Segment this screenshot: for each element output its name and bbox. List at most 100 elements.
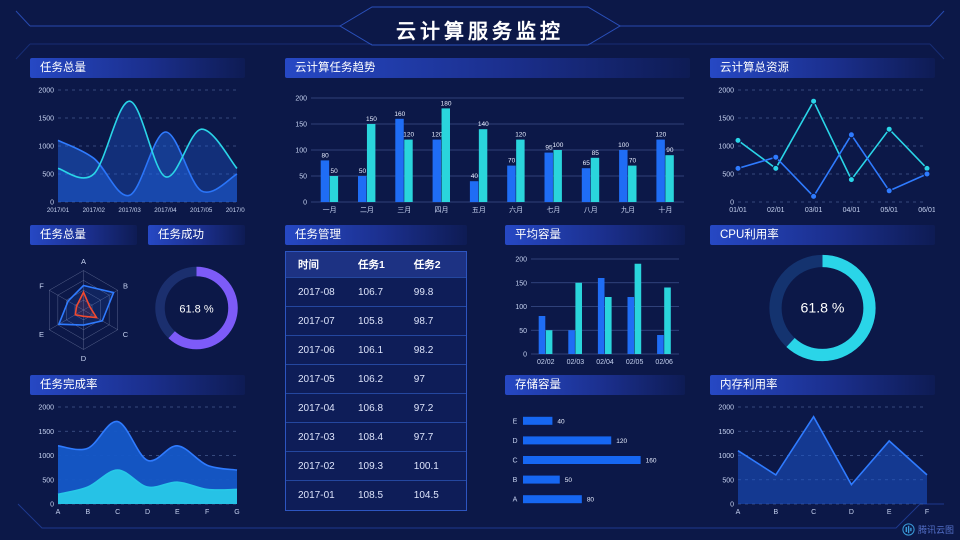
panel-title-cpu-usage: CPU利用率 <box>710 225 935 245</box>
mem-usage-line-chart[interactable]: 0 500 1000 1500 2000 A B C D E F <box>710 399 935 517</box>
panel-task-completion: 任务完成率 0 500 1000 1500 2000 A B C D E F G <box>30 375 245 517</box>
svg-text:02/06: 02/06 <box>655 359 673 366</box>
cloud-resource-line-chart[interactable]: 0 500 1000 1500 2000 01/01 02/01 03/01 04/01 05/0… <box>710 82 935 215</box>
panel-cpu-usage: CPU利用率 61.8 % <box>710 225 935 367</box>
cpu-usage-gauge[interactable]: 61.8 % <box>710 249 935 367</box>
table-cell: 105.8 <box>358 315 384 327</box>
table-row[interactable]: 2017-07 105.8 98.7 <box>286 307 466 336</box>
svg-text:二月: 二月 <box>360 206 374 214</box>
panel-storage: 存储容量 E 40 D 120 C 160 B 50 A 80 <box>505 375 685 517</box>
svg-text:C: C <box>811 509 816 516</box>
storage-hbar-chart[interactable]: E 40 D 120 C 160 B 50 A 80 <box>505 399 685 517</box>
avg-capacity-bar-chart[interactable]: 0 50 100 150 200 02/02 02/03 02/04 02/05 02/06 <box>505 249 685 367</box>
table-cell: 104.5 <box>413 490 439 501</box>
table-cell: 97.7 <box>413 431 434 443</box>
table-row[interactable]: 2017-01 108.5 104.5 <box>286 481 466 510</box>
svg-text:A: A <box>513 497 518 504</box>
svg-text:B: B <box>123 281 128 290</box>
table-header-cell: 任务2 <box>413 259 441 271</box>
table-cell: 2017-06 <box>298 344 335 356</box>
table-row[interactable]: 2017-08 106.7 99.8 <box>286 278 466 307</box>
svg-text:八月: 八月 <box>584 206 598 214</box>
task-trend-bar-chart[interactable]: 0 50 100 150 200 一月 二月 三月 四月 五月 六月 七月 八月 九月 十月 80 50 160 1… <box>285 82 690 215</box>
svg-text:C: C <box>115 509 120 516</box>
table-cell: 108.4 <box>358 431 384 443</box>
table-cell: 2017-08 <box>298 286 335 298</box>
svg-text:70: 70 <box>629 158 637 165</box>
task-success-gauge[interactable]: 61.8 % <box>148 249 245 367</box>
page-title: 云计算服务监控 <box>396 21 564 43</box>
panel-title-avg-capacity: 平均容量 <box>505 225 685 245</box>
svg-text:120: 120 <box>515 132 526 139</box>
svg-text:80: 80 <box>587 497 595 504</box>
svg-text:七月: 七月 <box>546 205 560 214</box>
panel-title-task-completion: 任务完成率 <box>30 375 245 395</box>
svg-text:100: 100 <box>295 148 307 155</box>
svg-text:03/01: 03/01 <box>805 207 823 214</box>
panel-title-storage: 存储容量 <box>505 375 685 395</box>
table-cell: 97.2 <box>413 402 434 414</box>
task-radar-chart[interactable]: A B C D E F <box>30 249 137 367</box>
svg-text:A: A <box>56 509 61 516</box>
svg-text:1000: 1000 <box>38 453 54 460</box>
task-completion-area-chart[interactable]: 0 500 1000 1500 2000 A B C D E F G <box>30 399 245 517</box>
svg-text:2000: 2000 <box>38 88 54 95</box>
table-cell: 106.1 <box>358 344 384 356</box>
svg-text:50: 50 <box>565 477 573 484</box>
svg-text:E: E <box>887 509 892 516</box>
svg-text:500: 500 <box>42 477 54 484</box>
svg-text:06/01: 06/01 <box>918 207 935 214</box>
svg-text:61.8 %: 61.8 % <box>801 300 845 316</box>
panel-title-cloud-resource: 云计算总资源 <box>710 58 935 78</box>
table-cell: 106.7 <box>358 286 384 298</box>
svg-text:一月: 一月 <box>323 206 337 214</box>
svg-text:B: B <box>85 509 90 516</box>
table-cell: 106.2 <box>358 373 384 385</box>
svg-text:500: 500 <box>722 477 734 484</box>
panel-task-table: 任务管理 时间 任务1 任务2 2017-08 106.7 99.8 2017-07 105.… <box>285 225 467 517</box>
table-row[interactable]: 2017-03 108.4 97.7 <box>286 423 466 452</box>
svg-text:1000: 1000 <box>718 144 734 151</box>
svg-text:04/01: 04/01 <box>843 207 861 214</box>
svg-text:D: D <box>849 509 854 516</box>
svg-text:160: 160 <box>394 111 405 118</box>
svg-text:05/01: 05/01 <box>880 207 898 214</box>
svg-text:F: F <box>39 281 44 290</box>
table-cell: 2017-07 <box>298 315 335 327</box>
table-cell: 108.5 <box>358 490 384 501</box>
panel-task-total-line: 任务总量 0 500 1000 1500 2000 2017/01 2017/02 2017/… <box>30 58 245 215</box>
svg-text:150: 150 <box>366 116 377 123</box>
svg-text:02/05: 02/05 <box>626 359 644 366</box>
svg-text:F: F <box>205 509 209 516</box>
svg-text:0: 0 <box>50 502 54 509</box>
table-row[interactable]: 2017-06 106.1 98.2 <box>286 336 466 365</box>
svg-text:100: 100 <box>618 142 629 149</box>
svg-text:140: 140 <box>478 121 489 128</box>
svg-text:0: 0 <box>730 200 734 207</box>
table-cell: 2017-02 <box>298 460 335 472</box>
table-row[interactable]: 2017-04 106.8 97.2 <box>286 394 466 423</box>
svg-text:2017/02: 2017/02 <box>83 207 106 214</box>
task-total-line-chart[interactable]: 0 500 1000 1500 2000 2017/01 2017/02 2017/03 201… <box>30 82 245 215</box>
svg-text:160: 160 <box>646 458 657 465</box>
panel-title-task-success: 任务成功 <box>148 225 245 245</box>
table-row[interactable]: 2017-02 109.3 100.1 <box>286 452 466 481</box>
svg-text:1500: 1500 <box>38 116 54 123</box>
task-table[interactable]: 时间 任务1 任务2 2017-08 106.7 99.8 2017-07 105.8 98.7… <box>285 251 467 511</box>
svg-text:D: D <box>512 438 517 445</box>
panel-task-success: 任务成功 61.8 % <box>148 225 245 367</box>
svg-text:1000: 1000 <box>38 144 54 151</box>
table-row[interactable]: 2017-05 106.2 97 <box>286 365 466 394</box>
svg-text:三月: 三月 <box>397 206 411 214</box>
svg-text:40: 40 <box>557 418 565 425</box>
svg-text:180: 180 <box>441 100 452 107</box>
panel-avg-capacity: 平均容量 0 50 100 150 200 02/02 02/03 02/04 02/05 02/… <box>505 225 685 367</box>
svg-text:D: D <box>81 354 87 363</box>
svg-text:0: 0 <box>730 502 734 509</box>
svg-text:九月: 九月 <box>621 205 635 214</box>
svg-text:E: E <box>175 509 180 516</box>
svg-text:十月: 十月 <box>658 205 672 214</box>
svg-text:50: 50 <box>331 168 339 175</box>
svg-text:61.8 %: 61.8 % <box>179 304 213 316</box>
